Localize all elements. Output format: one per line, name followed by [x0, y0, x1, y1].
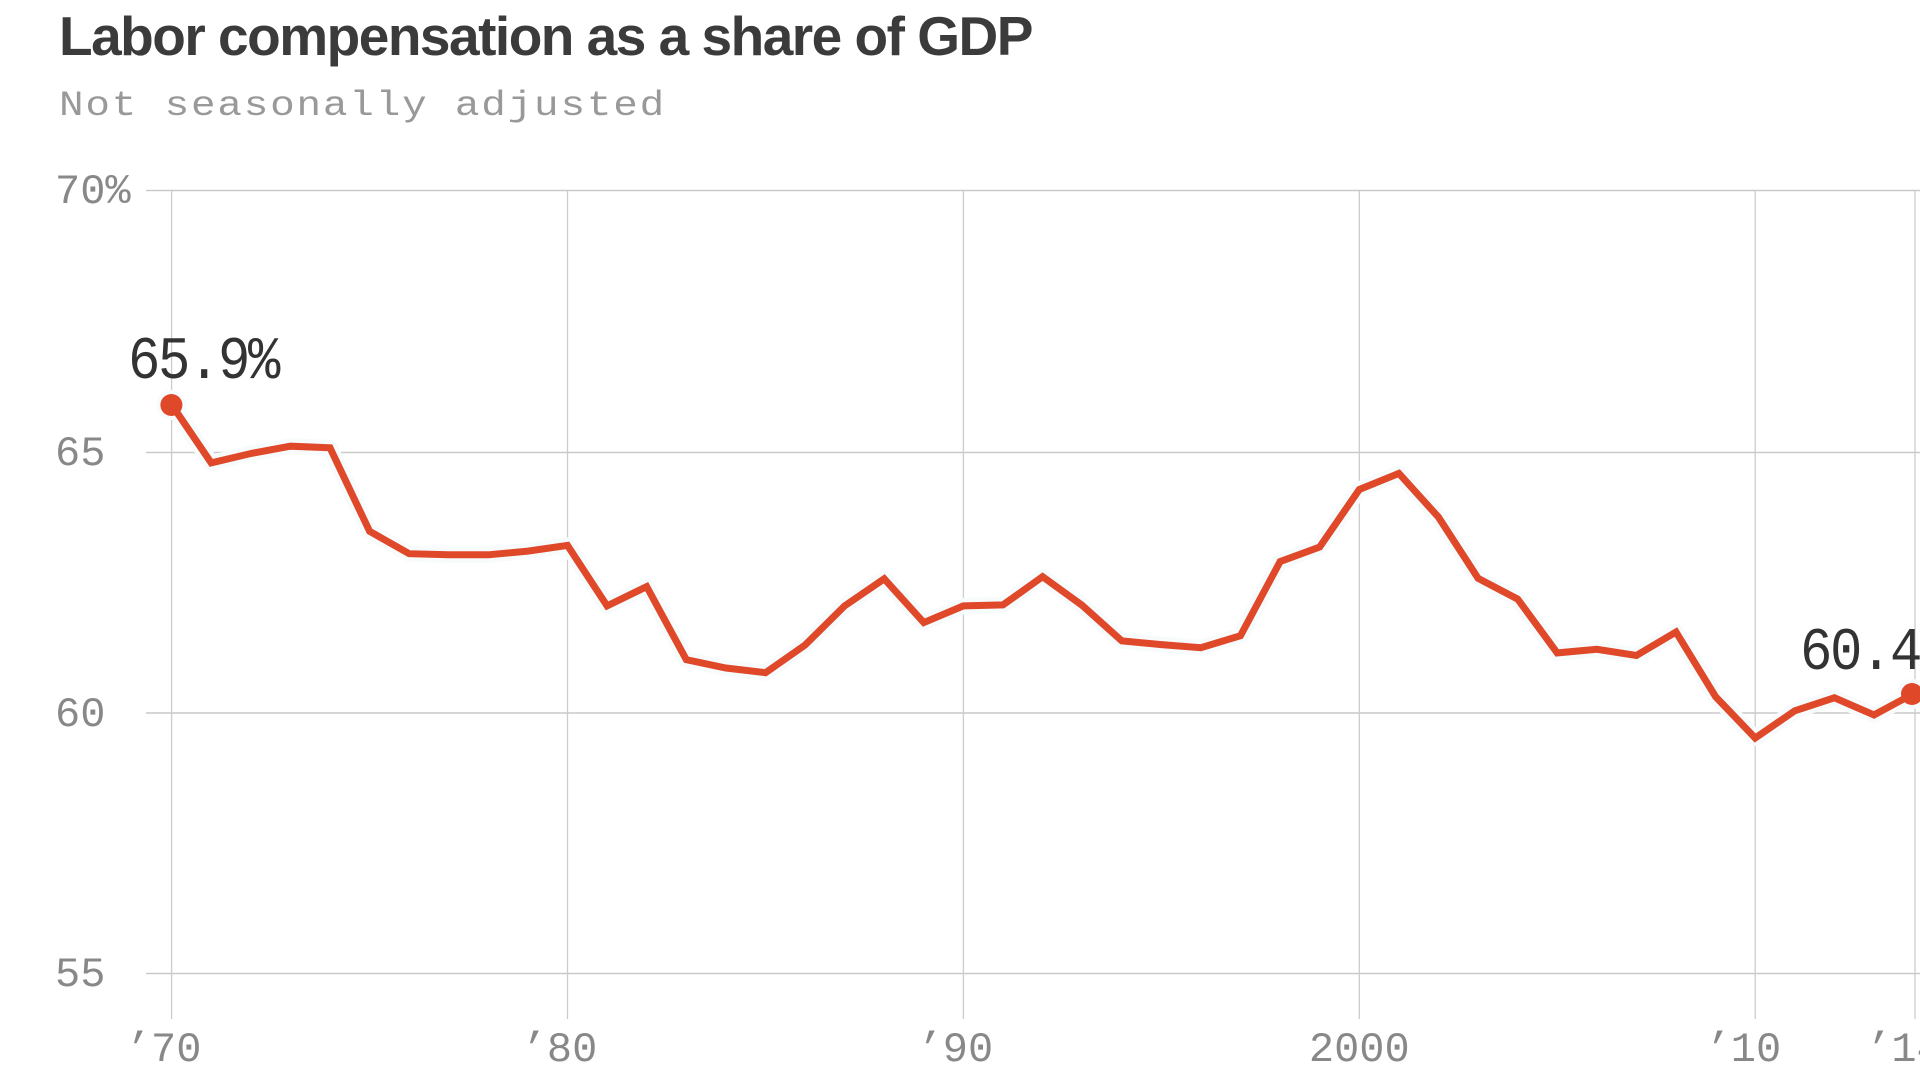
svg-text:’70: ’70 [126, 1026, 202, 1074]
svg-text:Not seasonally adjusted: Not seasonally adjusted [59, 87, 666, 126]
svg-text:’90: ’90 [918, 1026, 994, 1074]
svg-text:2000: 2000 [1309, 1026, 1410, 1074]
svg-text:60: 60 [55, 691, 105, 739]
svg-text:55: 55 [55, 951, 105, 999]
svg-text:65.9%: 65.9% [128, 330, 281, 397]
svg-text:’10: ’10 [1706, 1026, 1782, 1074]
svg-text:Labor compensation as a share: Labor compensation as a share of GDP [59, 5, 1032, 67]
svg-text:’14: ’14 [1866, 1026, 1920, 1074]
svg-text:70%: 70% [55, 168, 131, 216]
svg-text:60.4%: 60.4% [1800, 621, 1920, 688]
svg-text:’80: ’80 [522, 1026, 598, 1074]
svg-text:65: 65 [55, 430, 105, 478]
